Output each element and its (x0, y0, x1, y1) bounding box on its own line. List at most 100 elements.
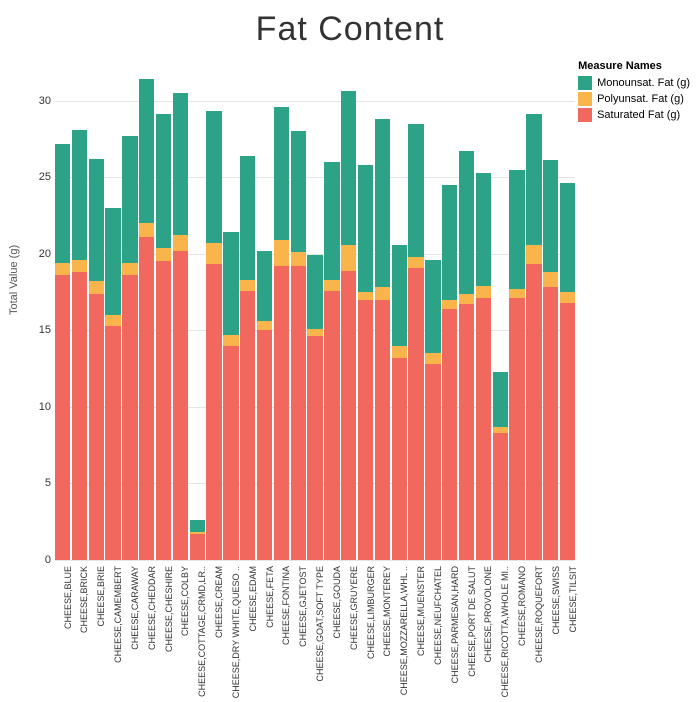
bar-segment-saturated (408, 268, 423, 560)
bar-segment-polyunsat (425, 353, 440, 364)
legend-item: Monounsat. Fat (g) (578, 76, 690, 90)
bar (442, 70, 457, 560)
bar (560, 70, 575, 560)
bar-segment-saturated (442, 309, 457, 560)
bar (206, 70, 221, 560)
bar (476, 70, 491, 560)
bar-segment-saturated (493, 433, 508, 560)
bar-segment-monounsat (257, 251, 272, 321)
bar-segment-monounsat (459, 151, 474, 293)
bar-segment-polyunsat (307, 329, 322, 337)
x-label-slot: CHEESE,PROVOLONE (476, 562, 491, 702)
bar-segment-saturated (476, 298, 491, 560)
bar-segment-polyunsat (442, 300, 457, 309)
bar-segment-monounsat (307, 255, 322, 329)
bar-segment-saturated (358, 300, 373, 560)
bar-segment-saturated (509, 298, 524, 560)
bar (274, 70, 289, 560)
bar (72, 70, 87, 560)
bar-segment-polyunsat (122, 263, 137, 275)
x-label-slot: CHEESE,RICOTTA,WHOLE MI.. (493, 562, 508, 702)
bar-segment-monounsat (392, 245, 407, 346)
bar-segment-polyunsat (173, 235, 188, 250)
bar-segment-saturated (274, 266, 289, 560)
legend-swatch (578, 108, 592, 122)
bar (89, 70, 104, 560)
plot-area: 051015202530 (55, 70, 575, 560)
bar-segment-polyunsat (358, 292, 373, 300)
bar (459, 70, 474, 560)
bar-segment-polyunsat (72, 260, 87, 272)
x-label-slot: CHEESE,GOUDA (324, 562, 339, 702)
bar-segment-monounsat (476, 173, 491, 286)
bar-segment-monounsat (358, 165, 373, 292)
x-label-slot: CHEESE,COTTAGE,CRMD,LR.. (190, 562, 205, 702)
y-tick-label: 10 (27, 401, 51, 413)
x-label-slot: CHEESE,GOAT,SOFT TYPE (307, 562, 322, 702)
bar-segment-polyunsat (105, 315, 120, 326)
gridline (55, 560, 575, 561)
x-label-slot: CHEESE,COLBY (173, 562, 188, 702)
fat-content-chart: Fat Content Measure Names Monounsat. Fat… (0, 0, 700, 702)
bar-segment-saturated (375, 300, 390, 560)
bar (122, 70, 137, 560)
bar-segment-saturated (425, 364, 440, 560)
y-tick-label: 15 (27, 324, 51, 336)
x-label-slot: CHEESE,GRUYERE (341, 562, 356, 702)
bar-segment-saturated (392, 358, 407, 560)
x-label-slot: CHEESE,DRY WHITE,QUESO .. (223, 562, 238, 702)
y-tick-label: 5 (27, 477, 51, 489)
bar-segment-polyunsat (291, 252, 306, 266)
bar-segment-monounsat (190, 520, 205, 532)
bar (105, 70, 120, 560)
bar (543, 70, 558, 560)
bar-segment-monounsat (72, 130, 87, 260)
bar-segment-saturated (459, 304, 474, 560)
bar (257, 70, 272, 560)
bar-segment-monounsat (291, 131, 306, 252)
bar-segment-saturated (526, 264, 541, 560)
bar-segment-saturated (89, 294, 104, 560)
x-label-slot: CHEESE,EDAM (240, 562, 255, 702)
bar-segment-monounsat (223, 232, 238, 335)
bar (509, 70, 524, 560)
x-label-slot: CHEESE,BRIE (89, 562, 104, 702)
x-label-slot: CHEESE,LIMBURGER (358, 562, 373, 702)
bar (375, 70, 390, 560)
x-label-slot: CHEESE,CAMEMBERT (105, 562, 120, 702)
bar-segment-monounsat (122, 136, 137, 263)
bar-segment-monounsat (442, 185, 457, 300)
bar-segment-polyunsat (526, 245, 541, 265)
bar-segment-monounsat (89, 159, 104, 282)
bar-segment-polyunsat (509, 289, 524, 298)
bar-segment-saturated (223, 346, 238, 560)
bar (139, 70, 154, 560)
legend-item: Polyunsat. Fat (g) (578, 92, 690, 106)
bar-segment-monounsat (375, 119, 390, 287)
bar-segment-polyunsat (392, 346, 407, 358)
bar-segment-saturated (173, 251, 188, 560)
bar-segment-saturated (324, 291, 339, 561)
x-axis-labels: CHEESE,BLUECHEESE,BRICKCHEESE,BRIECHEESE… (55, 562, 575, 702)
legend-swatch (578, 76, 592, 90)
bar-segment-saturated (105, 326, 120, 560)
chart-title: Fat Content (0, 10, 700, 49)
bar-segment-monounsat (156, 114, 171, 247)
bar-segment-saturated (72, 272, 87, 560)
bar (291, 70, 306, 560)
y-tick-label: 30 (27, 95, 51, 107)
bar (190, 70, 205, 560)
bar (392, 70, 407, 560)
x-label-slot: CHEESE,TILSIT (560, 562, 575, 702)
x-label-slot: CHEESE,PARMESAN,HARD (442, 562, 457, 702)
bar (408, 70, 423, 560)
legend-label: Polyunsat. Fat (g) (597, 93, 684, 105)
y-tick-label: 20 (27, 248, 51, 260)
bar-segment-polyunsat (156, 248, 171, 262)
bar-segment-polyunsat (560, 292, 575, 303)
chart-legend: Measure Names Monounsat. Fat (g)Polyunsa… (578, 60, 690, 124)
x-label-slot: CHEESE,NEUFCHATEL (425, 562, 440, 702)
bar-segment-saturated (560, 303, 575, 560)
legend-item: Saturated Fat (g) (578, 108, 690, 122)
x-tick-label: CHEESE,TILSIT (568, 566, 578, 633)
